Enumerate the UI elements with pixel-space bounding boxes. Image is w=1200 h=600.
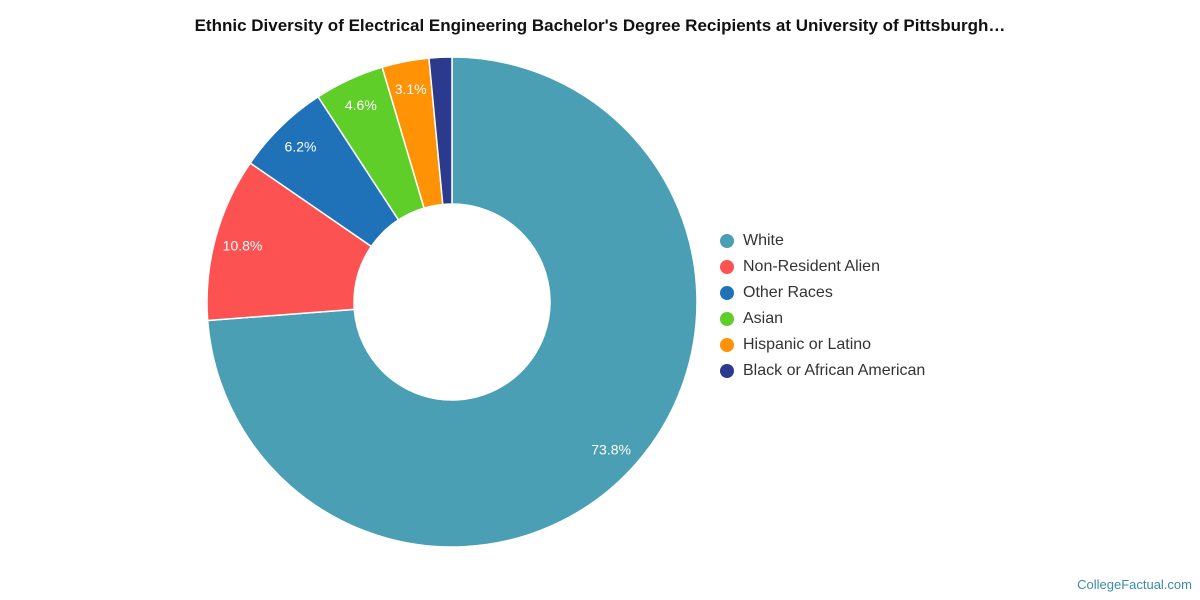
data-label-asian: 4.6%	[345, 97, 377, 113]
watermark[interactable]: CollegeFactual.com	[1077, 577, 1192, 592]
data-label-other-races: 6.2%	[285, 139, 317, 155]
legend-swatch-icon	[720, 286, 734, 300]
legend-item-black-or-african-american[interactable]: Black or African American	[720, 358, 925, 384]
legend-label: Non-Resident Alien	[743, 258, 880, 275]
legend-item-asian[interactable]: Asian	[720, 306, 925, 332]
legend-item-white[interactable]: White	[720, 228, 925, 254]
chart-title: Ethnic Diversity of Electrical Engineeri…	[194, 16, 1006, 35]
legend-swatch-icon	[720, 364, 734, 378]
slice-white[interactable]	[206, 56, 698, 548]
legend-label: Asian	[743, 310, 784, 327]
legend-label: White	[743, 232, 784, 249]
legend-item-hispanic-or-latino[interactable]: Hispanic or Latino	[720, 332, 925, 358]
legend-label: Hispanic or Latino	[743, 336, 872, 353]
data-label-hispanic-or-latino: 3.1%	[395, 81, 427, 97]
legend-swatch-icon	[720, 234, 734, 248]
data-label-non-resident-alien: 10.8%	[223, 237, 263, 253]
legend-item-other-races[interactable]: Other Races	[720, 280, 925, 306]
legend-swatch-icon	[720, 338, 734, 352]
chart-legend: White Non-Resident Alien Other Races Asian H…	[720, 228, 925, 384]
slice-black-or-african-american[interactable]	[428, 56, 453, 206]
legend-label: Other Races	[743, 284, 833, 301]
legend-label: Black or African American	[743, 362, 926, 379]
legend-item-non-resident-alien[interactable]: Non-Resident Alien	[720, 254, 925, 280]
legend-swatch-icon	[720, 312, 734, 326]
data-label-white: 73.8%	[591, 442, 631, 458]
legend-swatch-icon	[720, 260, 734, 274]
